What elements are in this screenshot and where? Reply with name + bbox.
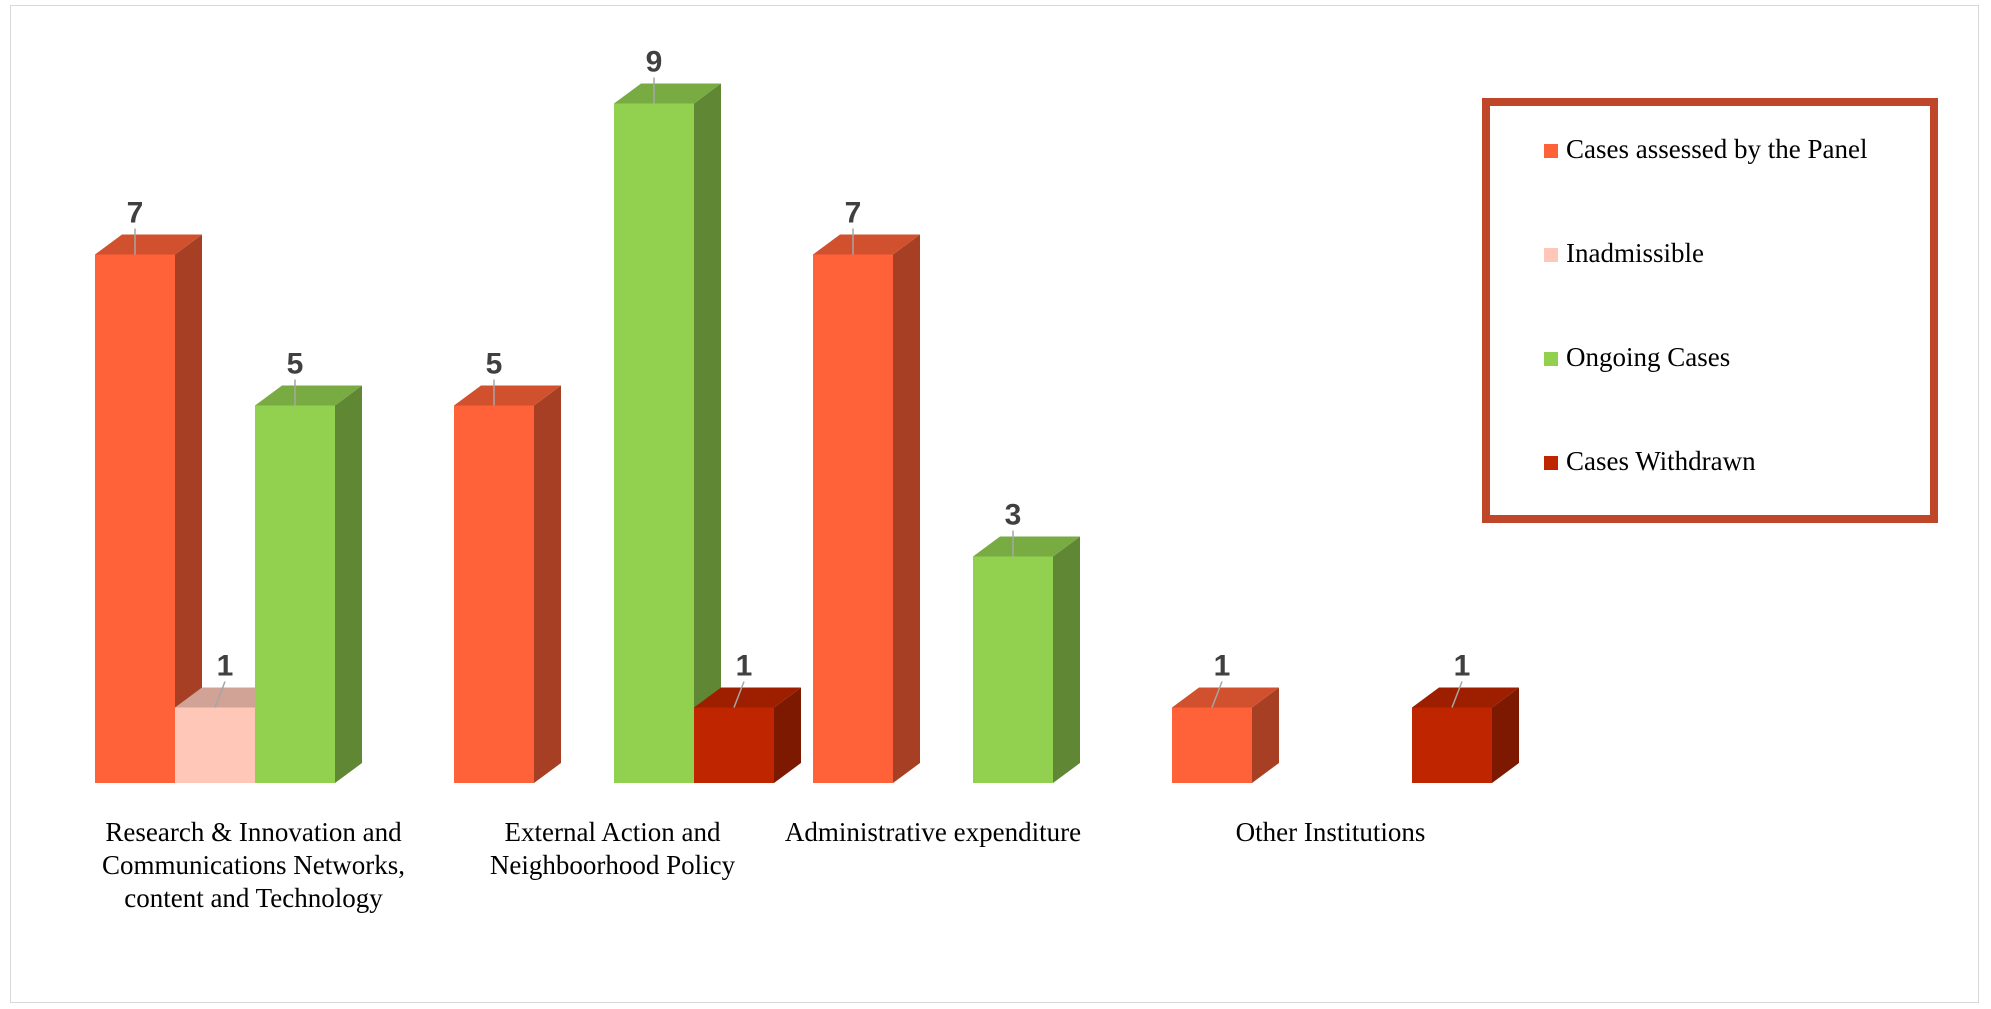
value-label: 7 [127,197,144,230]
bars-layer [95,83,1519,783]
bar-2-0 [813,234,920,783]
bar-side [534,385,561,783]
bar-front [694,707,774,783]
value-label: 9 [646,46,663,79]
bar-front [813,254,893,783]
value-label: 1 [217,650,234,683]
leader-line [1451,681,1463,708]
category-label-line: Administrative expenditure [785,817,1081,847]
legend-swatch [1544,456,1558,470]
bar-top [95,234,202,255]
bar-front [255,405,335,783]
bar-3-3 [1412,687,1519,783]
bar-top [813,234,920,255]
bar-side [335,385,362,783]
chart-frame: 7 1 5 5 9 1 7 3 1 1 Research & Innovation and Comm… [10,5,1979,1003]
bar-side [1053,536,1080,783]
leader-line [214,681,226,708]
bar-top [973,536,1080,557]
bar-front [454,405,534,783]
legend-swatch [1544,248,1558,262]
legend-label: Cases assessed by the Panel [1566,134,1867,164]
value-label: 5 [287,348,304,381]
legend-label: Cases Withdrawn [1566,446,1756,476]
category-label-line: Neighboorhood Policy [490,850,736,880]
legend-swatch [1544,352,1558,366]
bar-2-2 [973,536,1080,783]
value-label: 1 [736,650,753,683]
bar-top [1172,687,1279,708]
bar-front [95,254,175,783]
bar-top [255,385,362,406]
bar-0-0 [95,234,202,783]
category-label: Administrative expenditure [785,817,1081,847]
bar-front [1412,707,1492,783]
bar-side [893,234,920,783]
category-label: External Action and Neighboorhood Policy [490,817,736,880]
legend-label: Ongoing Cases [1566,342,1730,372]
bar-1-0 [454,385,561,783]
bar-3-0 [1172,687,1279,783]
bar-side [1492,687,1519,783]
value-label: 3 [1005,499,1022,532]
category-label-line: content and Technology [124,883,383,913]
value-label: 7 [845,197,862,230]
bar-0-2 [255,385,362,783]
category-label-line: Other Institutions [1236,817,1426,847]
bar-side [1252,687,1279,783]
category-label-line: External Action and [505,817,721,847]
bar-top [614,83,721,104]
bar-side [175,234,202,783]
bar-top [1412,687,1519,708]
bar-side [774,687,801,783]
category-labels-layer: Research & Innovation and Communications … [102,817,1425,913]
category-label-line: Communications Networks, [102,850,405,880]
bar-front [614,103,694,783]
category-label: Other Institutions [1236,817,1426,847]
bar-front [175,707,255,783]
value-label: 1 [1454,650,1471,683]
bar-front [973,556,1053,783]
bar-1-2 [614,83,721,783]
value-label: 1 [1214,650,1231,683]
leader-line [1211,681,1223,708]
category-label-line: Research & Innovation and [105,817,402,847]
legend: Cases assessed by the Panel Inadmissible O… [1482,98,1938,523]
category-label: Research & Innovation and Communications … [102,817,405,913]
value-labels-layer: 7 1 5 5 9 1 7 3 1 1 [127,46,1471,708]
bar-chart-3d: 7 1 5 5 9 1 7 3 1 1 Research & Innovation and Comm… [95,46,1938,913]
legend-box [1482,98,1938,523]
bar-1-3 [694,687,801,783]
legend-label: Inadmissible [1566,238,1704,268]
leader-line [733,681,745,708]
bar-side [694,83,721,783]
legend-swatch [1544,144,1558,158]
bar-front [1172,707,1252,783]
bar-top [694,687,801,708]
bar-top [454,385,561,406]
value-label: 5 [486,348,503,381]
